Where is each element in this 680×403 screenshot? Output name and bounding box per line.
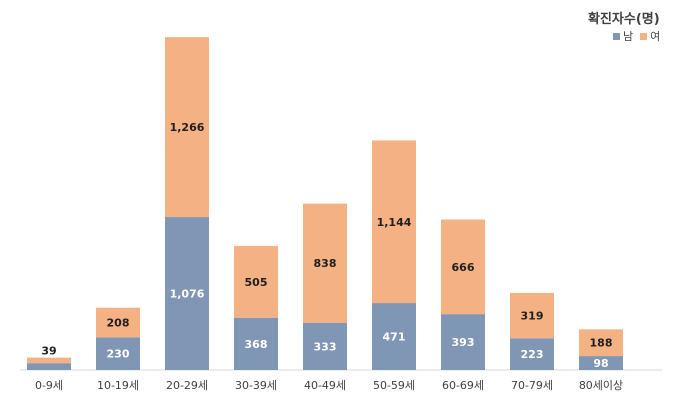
x-tick-label-8: 80세이상 — [579, 379, 623, 392]
bar-male-4 — [303, 322, 347, 370]
legend-swatch-male — [613, 32, 620, 40]
data-label-female-6: 666 — [452, 261, 475, 274]
bar-female-8 — [579, 329, 623, 357]
bar-male-3 — [234, 317, 278, 370]
x-tick-label-6: 60-69세 — [442, 379, 484, 392]
data-label-female-5: 1,144 — [377, 216, 412, 229]
bar-male-5 — [372, 303, 416, 370]
x-tick-label-0: 0-9세 — [35, 379, 63, 392]
bar-male-7 — [510, 338, 554, 370]
x-tick-label-3: 30-39세 — [235, 379, 277, 392]
data-label-male-2: 1,076 — [170, 288, 205, 301]
x-tick-label-5: 50-59세 — [373, 379, 415, 392]
data-label-female-2: 1,266 — [170, 121, 205, 134]
legend-swatch-female — [640, 32, 648, 40]
bar-male-8 — [579, 356, 623, 370]
data-label-female-3: 505 — [245, 276, 268, 289]
legend: 남 여 — [613, 28, 660, 44]
bar-female-1 — [96, 307, 140, 338]
data-label-male-8: 98 — [593, 357, 608, 370]
data-label-male-4: 333 — [314, 340, 337, 353]
bar-male-2 — [165, 217, 209, 370]
bar-male-1 — [96, 337, 140, 370]
data-label-female-8: 188 — [590, 337, 613, 350]
bar-female-7 — [510, 292, 554, 339]
data-label-male-5: 471 — [383, 331, 406, 344]
bar-female-5 — [372, 140, 416, 304]
legend-label-male: 남 — [623, 30, 634, 43]
bar-female-0 — [27, 357, 71, 364]
x-tick-label-2: 20-29세 — [166, 379, 208, 392]
data-label-female-0: 39 — [41, 345, 56, 358]
bar-female-4 — [303, 203, 347, 323]
x-tick-label-1: 10-19세 — [97, 379, 139, 392]
data-label-male-6: 393 — [452, 336, 475, 349]
data-label-female-7: 319 — [521, 310, 544, 323]
legend-title: 확진자수(명) — [588, 12, 660, 27]
bar-male-6 — [441, 314, 485, 370]
data-label-male-1: 230 — [107, 348, 130, 361]
data-label-male-3: 368 — [245, 338, 268, 351]
data-label-female-4: 838 — [314, 257, 337, 270]
legend-label-female: 여 — [650, 30, 661, 43]
x-tick-label-4: 40-49세 — [304, 379, 346, 392]
bar-female-3 — [234, 245, 278, 318]
data-label-female-1: 208 — [107, 317, 130, 330]
data-label-male-0: 48 — [41, 370, 56, 383]
bar-female-2 — [165, 37, 209, 218]
data-label-male-7: 223 — [521, 348, 544, 361]
bar-male-0 — [27, 363, 71, 370]
x-tick-label-7: 70-79세 — [511, 379, 553, 392]
bar-female-6 — [441, 219, 485, 315]
